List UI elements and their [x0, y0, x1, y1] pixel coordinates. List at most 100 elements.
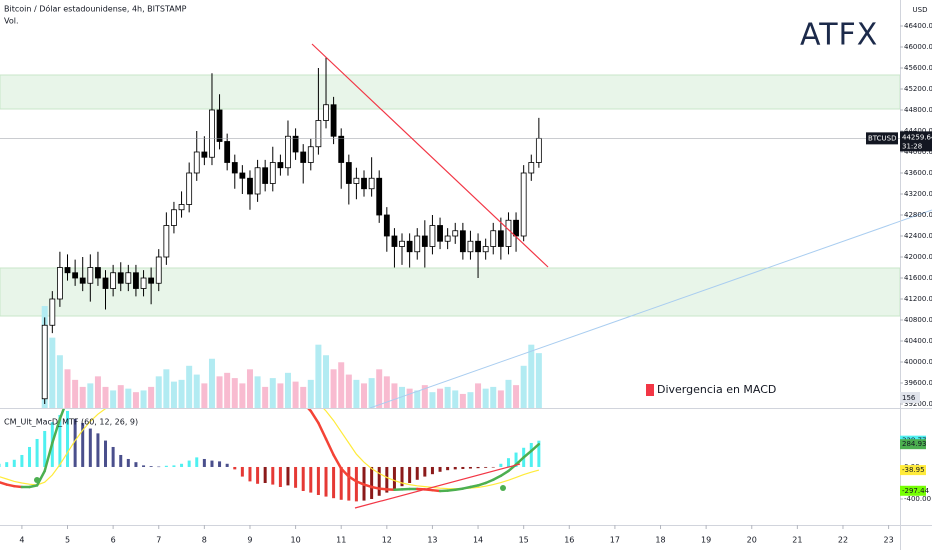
volume-bar	[49, 337, 56, 408]
histogram-bar	[195, 457, 199, 467]
indicator-title: CM_Ult_MacD_MTF (60, 12, 26, 9)	[4, 418, 138, 427]
volume-bar	[490, 386, 497, 408]
candle-body	[239, 172, 246, 179]
histogram-bar	[225, 463, 229, 467]
volume-bar	[246, 369, 253, 408]
volume-bar	[323, 355, 330, 408]
candle-body	[224, 141, 231, 163]
candle-body	[482, 246, 489, 253]
volume-bar	[224, 372, 231, 408]
volume-bar	[117, 385, 124, 408]
macd-line	[514, 456, 525, 466]
volume-bar	[163, 369, 170, 408]
y-tick-label: 42400.00	[904, 232, 932, 240]
volume-bar	[482, 388, 489, 408]
histogram-bar	[96, 433, 100, 467]
macd-line	[431, 488, 442, 493]
candle-body	[353, 177, 360, 184]
candle-body	[155, 256, 162, 284]
candle-body	[117, 272, 124, 284]
volume-bar	[64, 369, 71, 408]
histogram-bar	[461, 466, 465, 469]
candle-body	[231, 162, 238, 174]
histogram-bar	[278, 466, 282, 487]
histogram-bar	[263, 466, 267, 483]
histogram-bar	[309, 466, 313, 493]
volume-bar	[307, 379, 314, 408]
candle-body	[444, 235, 451, 242]
candle-body	[452, 230, 459, 237]
y-tick-label: 41600.00	[904, 274, 932, 282]
x-tick-label: 18	[655, 536, 665, 545]
candle-body	[186, 172, 193, 205]
histogram-bar	[256, 466, 260, 484]
x-tick-label: 7	[156, 536, 161, 545]
volume-bar	[262, 386, 269, 408]
y-tick-label: 44000.00	[904, 148, 932, 156]
y-tick-label: 41200.00	[904, 295, 932, 303]
x-tick-label: 14	[473, 536, 483, 545]
volume-bar	[102, 386, 109, 408]
candle-body	[171, 209, 177, 226]
candle-body	[140, 277, 147, 289]
candle-body	[307, 146, 314, 163]
volume-bar	[125, 388, 132, 408]
y-tick-label: 40800.00	[904, 316, 932, 324]
histogram-bar	[537, 440, 541, 467]
candle-body	[315, 120, 322, 148]
histogram-bar	[43, 430, 47, 467]
macd-line	[317, 421, 328, 441]
volume-bar	[170, 381, 177, 408]
price-tag	[900, 131, 932, 152]
candle-body	[72, 272, 79, 279]
histogram-bar	[294, 466, 298, 488]
x-tick-label: 6	[111, 536, 116, 545]
y-tick-label: 44800.00	[904, 106, 932, 114]
symbol-tag	[866, 132, 898, 145]
logo: ATFX	[800, 18, 878, 53]
volume-bar	[399, 386, 406, 408]
macd-line	[522, 449, 533, 459]
volume-bar	[94, 376, 101, 408]
candle-body	[148, 277, 155, 284]
histogram-bar	[66, 410, 70, 467]
currency: USD	[913, 6, 928, 14]
volume-bar	[513, 385, 520, 408]
histogram-bar	[111, 446, 115, 467]
y-tick-label: 39600.00	[904, 379, 932, 387]
volume-bar	[429, 392, 436, 408]
candle-body	[87, 267, 94, 284]
histogram-bar	[415, 466, 419, 480]
histogram-bar	[5, 462, 9, 467]
macd-line	[332, 453, 343, 470]
volume-bar	[79, 386, 86, 408]
volume-tag	[900, 392, 920, 403]
price-pane	[0, 57, 900, 408]
histogram-bar	[529, 442, 533, 467]
price-tag-label: 44259.64	[902, 133, 932, 141]
histogram-bar	[476, 466, 480, 469]
volume-bar	[368, 378, 375, 408]
volume-bar	[467, 392, 474, 408]
subtitle: Vol.	[4, 17, 19, 26]
x-tick-label: 8	[202, 536, 207, 545]
candle-body	[277, 162, 284, 169]
volume-bar	[140, 390, 147, 408]
cross-dot	[34, 477, 40, 483]
y-tick-label: 40400.00	[904, 337, 932, 345]
histogram-bar	[324, 466, 328, 497]
volume-bar	[56, 355, 63, 408]
value-tag-label: -38.95	[902, 466, 925, 474]
histogram-bar	[370, 466, 374, 499]
candle-body	[254, 167, 261, 195]
chart-title: Bitcoin / Dólar estadounidense, 4h, BITS…	[4, 4, 187, 14]
macd-line	[5, 483, 16, 488]
candle-body	[406, 240, 413, 253]
histogram-bar	[58, 414, 62, 467]
histogram-bar	[430, 466, 434, 475]
candle-body	[95, 267, 101, 279]
histogram-bar	[172, 465, 176, 467]
x-tick-label: 17	[610, 536, 620, 545]
x-tick-label: 5	[65, 536, 70, 545]
